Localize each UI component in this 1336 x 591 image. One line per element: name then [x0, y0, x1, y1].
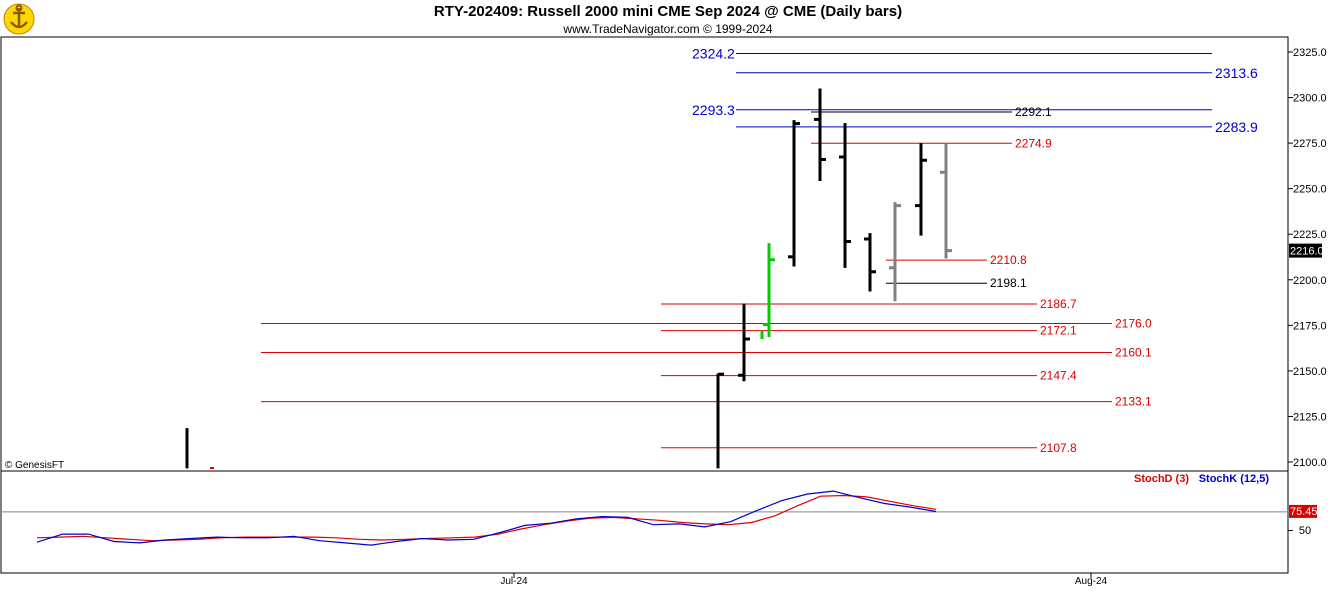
level-label: 2172.1: [1040, 324, 1077, 338]
level-label: 2274.9: [1015, 136, 1052, 150]
price-tick-label: 2300.0: [1293, 93, 1327, 105]
level-label: 2198.1: [990, 276, 1027, 290]
level-label: 2107.8: [1040, 441, 1077, 455]
price-axis: 2100.0 2125.0 2150.0 2175.0 2200.0 2225.0 2250…: [1288, 47, 1327, 469]
time-label-aug: Aug-24: [1075, 576, 1108, 587]
last-price-label: 2216.0: [1290, 246, 1324, 258]
chart-header: RTY-202409: Russell 2000 mini CME Sep 20…: [0, 0, 1336, 38]
price-tick-label: 2125.0: [1293, 411, 1327, 423]
stoch-value-label: 75.45: [1290, 506, 1318, 518]
stoch-tick-50: 50: [1299, 525, 1311, 537]
stochd-line: [36, 494, 937, 542]
ohlc-bars: [185, 88, 952, 469]
value-tags: 2216.0: [1289, 243, 1324, 258]
stoch-value-tag: [1289, 504, 1317, 518]
price-tick-label: 2225.0: [1293, 229, 1327, 241]
anchor-logo-icon: [3, 3, 35, 35]
last-price-tag: [1289, 243, 1322, 258]
price-tick-label: 2150.0: [1293, 366, 1327, 378]
level-label: 2313.6: [1215, 65, 1258, 81]
price-tick-label: 2175.0: [1293, 320, 1327, 332]
price-tick-label: 2200.0: [1293, 275, 1327, 287]
stochd-legend: StochD (3): [1134, 473, 1189, 485]
time-label-jul: Jul-24: [500, 576, 528, 587]
copyright-label: © GenesisFT: [5, 460, 64, 471]
price-panel-frame: [0, 36, 1289, 472]
level-label: 2293.3: [692, 102, 735, 118]
price-tick-label: 2250.0: [1293, 184, 1327, 196]
level-label: 2176.0: [1115, 317, 1152, 331]
level-label: 2324.2: [692, 45, 735, 61]
price-tick-label: 2325.0: [1293, 47, 1327, 59]
stochastic-panel: StochD (3) StochK (12,5) 50 75.45: [1, 473, 1318, 546]
price-tick-label: 2100.0: [1293, 457, 1327, 469]
level-label: 2283.9: [1215, 119, 1258, 135]
level-label: 2160.1: [1115, 345, 1152, 359]
time-axis: Jul-24 Aug-24: [500, 573, 1108, 587]
level-label: 2210.8: [990, 253, 1027, 267]
stochk-line: [36, 490, 937, 546]
level-label: 2186.7: [1040, 297, 1077, 311]
level-label: 2133.1: [1115, 395, 1152, 409]
level-label: 2292.1: [1015, 105, 1052, 119]
chart-title: RTY-202409: Russell 2000 mini CME Sep 20…: [433, 3, 903, 20]
price-levels: 2324.2 2313.6 2293.3 2292.1 2283.9 2274.9 2210…: [261, 45, 1258, 455]
price-tick-label: 2275.0: [1293, 138, 1327, 150]
level-label: 2147.4: [1040, 369, 1077, 383]
stochk-legend: StochK (12,5): [1199, 473, 1270, 485]
chart-subtitle: www.TradeNavigator.com © 1999-2024: [563, 22, 773, 36]
